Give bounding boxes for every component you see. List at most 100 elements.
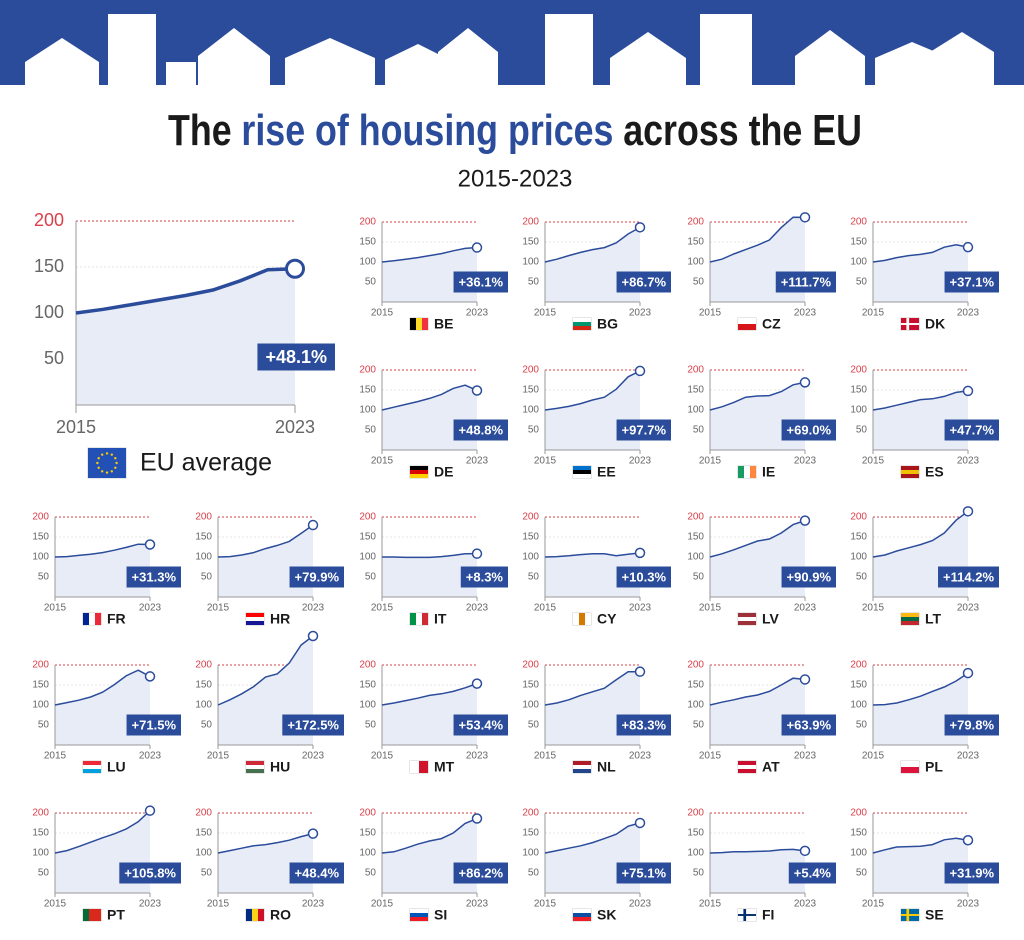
y-tick-label: 150 [522,680,539,691]
y-tick-label: 50 [856,868,868,879]
y-tick-label: 100 [522,552,539,563]
y-tick-label: 100 [687,700,704,711]
change-badge [775,271,836,293]
x-tick-label: 2015 [534,456,557,467]
y-tick-label: 50 [528,572,540,583]
y-tick-label: 100 [522,405,539,416]
country-label: IT [434,611,447,627]
change-badge [453,419,508,441]
y-tick-label: 150 [195,680,212,691]
y-tick-label: 200 [850,808,867,819]
end-marker [634,817,646,829]
y-tick-label: 50 [693,868,705,879]
x-tick-label: 2023 [139,603,162,614]
y-tick-label: 200 [687,512,704,523]
x-tick-label: 2015 [862,456,885,467]
flag-stripe [410,318,416,330]
flag-stripe [573,322,591,326]
x-tick-label: 2023 [466,751,489,762]
y-tick-label: 150 [32,532,49,543]
area [873,673,968,745]
y-tick-label: 150 [850,828,867,839]
flag-star [114,466,117,469]
end-marker [144,805,156,816]
change-label: +31.9% [950,865,995,880]
y-tick-label: 200 [32,808,49,819]
y-tick-label: 100 [195,700,212,711]
end-marker [471,385,483,396]
x-tick-label: 2015 [862,603,885,614]
change-badge [126,566,181,588]
country-label: BG [597,316,618,332]
y-tick-label: 100 [850,848,867,859]
country-label: SE [925,907,944,923]
line [54,669,151,706]
y-tick-label: 150 [359,532,376,543]
line [872,510,969,558]
end-marker [962,385,974,397]
country-label: DK [925,316,945,332]
x-tick-label: 2023 [957,308,980,319]
country-label: FR [107,611,126,627]
x-tick-label: 2015 [207,603,230,614]
flag-stripe [422,318,428,330]
country-label: CZ [762,316,781,332]
flag-star [105,452,109,455]
y-tick-label: 100 [850,405,867,416]
y-tick-label: 50 [365,868,377,879]
flag-stripe [573,470,591,474]
y-tick-label: 100 [32,848,49,859]
x-tick-label: 2015 [207,751,230,762]
y-tick-label: 100 [850,700,867,711]
y-tick-label: 150 [687,680,704,691]
area [873,244,968,302]
end-marker [799,377,811,388]
flag-star [105,471,109,474]
x-tick-label: 2015 [371,308,394,319]
end-marker [471,678,483,689]
y-tick-label: 100 [32,700,49,711]
y-tick-label: 50 [856,720,868,731]
flag-stripe [410,913,428,917]
flag-star [110,470,114,473]
flag-stripe [83,909,89,921]
change-badge [616,566,671,588]
flag-stripe [246,613,264,617]
line [382,552,478,559]
flag-stripe [573,913,591,917]
end-marker [471,813,483,824]
x-tick-label: 2015 [207,899,230,910]
line [544,670,641,706]
flag-stripe [901,761,919,767]
line [544,822,641,854]
flag-stripe [573,765,591,769]
flag-stripe [410,909,428,913]
change-badge [257,343,335,371]
flag-stripe [738,621,756,625]
flag-stripe [573,318,591,322]
y-tick-label: 100 [850,257,867,268]
x-tick-label: 2023 [275,417,315,437]
change-label: +83.3% [622,717,667,732]
area [545,227,640,302]
country-label: LV [762,611,780,627]
flag-star [101,453,104,456]
country-label: ES [925,464,944,480]
country-label: FI [762,907,774,923]
country-label: PL [925,759,943,775]
y-tick-label: 50 [44,348,64,368]
change-label: +63.9% [787,717,832,732]
y-tick-label: 200 [359,365,376,376]
y-tick-label: 150 [850,385,867,396]
country-label: SI [434,907,447,923]
y-tick-label: 150 [32,680,49,691]
country-label: BE [434,316,453,332]
change-label: +37.1% [950,274,995,289]
change-label: +75.1% [622,865,667,880]
flag-stripe [246,621,264,625]
change-badge [781,419,836,441]
line [709,677,806,706]
line [217,832,314,854]
y-tick-label: 200 [34,210,64,230]
flag-stripe [410,470,428,474]
